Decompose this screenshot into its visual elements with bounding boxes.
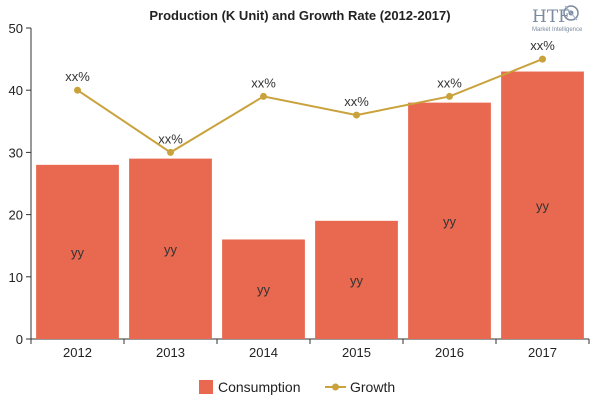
legend-label-growth: Growth [350,379,395,395]
y-tick-label: 30 [9,145,23,160]
growth-data-label: xx% [530,38,555,53]
bar-data-label: yy [71,245,85,260]
bar-consumption [501,71,584,339]
growth-point [260,92,267,100]
y-tick-label: 20 [9,208,23,223]
x-tick-label: 2015 [342,345,371,360]
x-tick-label: 2016 [435,345,464,360]
x-tick-label: 2014 [249,345,278,360]
bar-consumption [315,220,398,339]
consumption-bars [36,71,584,339]
x-tick-label: 2012 [63,345,92,360]
htf-logo: HTF Market Intelligence [532,5,583,33]
growth-point [353,111,360,119]
bar-data-label: yy [443,214,457,229]
growth-data-label: xx% [251,75,276,90]
gear-icon [563,5,579,21]
growth-data-label: xx% [158,131,183,146]
growth-data-label: xx% [437,75,462,90]
x-axis: 2012 2013 2014 2015 2016 2017 [30,338,590,360]
growth-point [539,55,546,63]
growth-point [167,148,174,156]
legend-label-consumption: Consumption [218,379,301,395]
bar-data-label: yy [350,273,364,288]
bar-consumption [408,102,491,339]
y-tick-label: 50 [9,21,23,36]
logo-subtitle: Market Intelligence [532,27,583,33]
bar-data-label: yy [257,282,271,297]
legend: Consumption Growth [199,379,395,395]
legend-swatch-growth-marker [332,383,339,391]
y-tick-label: 10 [9,270,23,285]
y-axis: 0 10 20 30 40 50 [9,21,32,347]
logo-mark: HTF [532,7,570,27]
growth-line-path [76,58,543,154]
bar-consumption [36,164,119,339]
y-tick-label: 40 [9,83,23,98]
bar-data-label: yy [536,198,550,213]
x-tick-label: 2017 [528,345,557,360]
legend-swatch-consumption [199,380,213,394]
growth-data-labels: xx% xx% xx% xx% xx% xx% [65,38,555,146]
y-tick-label: 0 [16,332,23,347]
growth-point [446,92,453,100]
bar-consumption [129,158,212,339]
chart-title: Production (K Unit) and Growth Rate (201… [149,8,450,23]
growth-point [74,86,81,94]
growth-data-label: xx% [344,94,369,109]
bar-data-label: yy [164,242,178,257]
bar-consumption [222,239,305,339]
growth-data-label: xx% [65,69,90,84]
growth-series [74,55,546,156]
x-tick-label: 2013 [156,345,185,360]
bar-data-labels: yy yy yy yy yy yy [71,198,550,297]
